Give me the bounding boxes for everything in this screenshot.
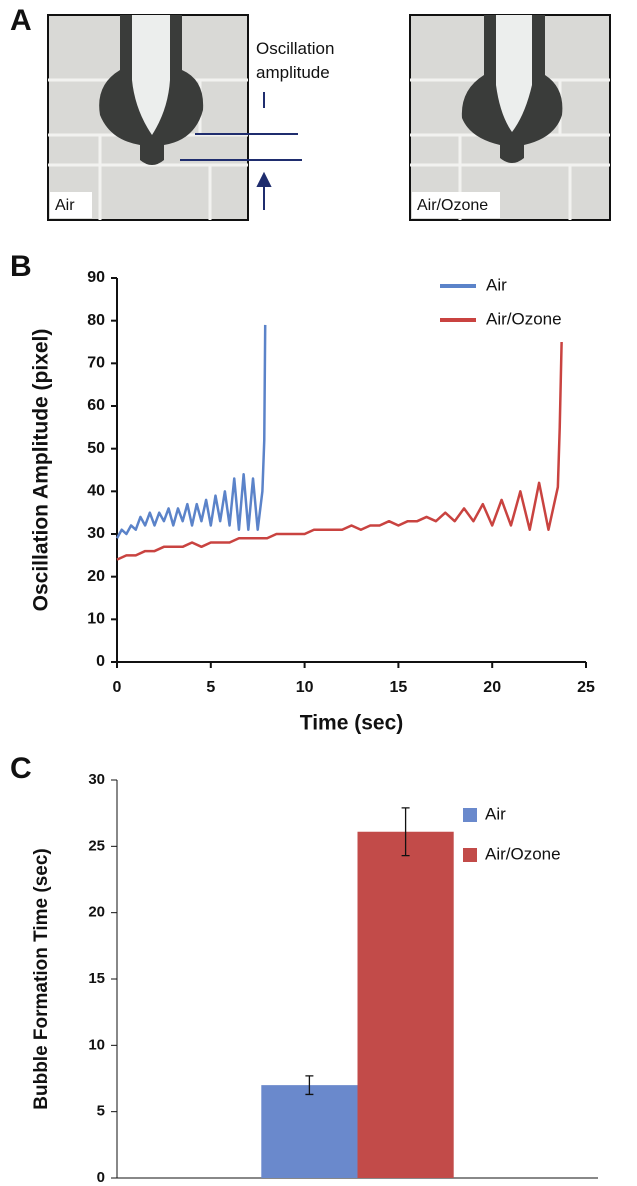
y-tick-label: 30 [87, 525, 105, 542]
panel-label: B [10, 250, 32, 283]
error-bar [305, 1075, 314, 1096]
micrograph [409, 14, 611, 221]
x-tick-label: 25 [577, 679, 595, 696]
panel-label: C [10, 752, 32, 785]
legend-label: Air [485, 804, 506, 823]
y-tick-label: 0 [97, 1169, 105, 1186]
y-tick-label: 20 [88, 904, 105, 921]
legend-swatch [463, 808, 477, 822]
legend-label: Air [486, 275, 507, 294]
panel-label: A [10, 4, 32, 37]
y-tick-label: 5 [97, 1103, 105, 1120]
x-tick-label: 10 [296, 679, 314, 696]
caption-bg [50, 192, 92, 218]
error-bar [401, 807, 410, 857]
line-series [115, 324, 267, 539]
y-axis-label: Bubble Formation Time (sec) [31, 848, 52, 1109]
legend-label: Air/Ozone [486, 309, 562, 328]
x-tick-label: 20 [483, 679, 501, 696]
line-series [116, 341, 563, 561]
y-tick-label: 10 [87, 611, 105, 628]
y-tick-label: 50 [87, 440, 105, 457]
annotation: Oscillation amplitude [256, 39, 335, 82]
x-tick-label: 5 [206, 679, 215, 696]
image-caption: Air [55, 197, 75, 214]
y-tick-label: 10 [88, 1036, 105, 1053]
x-tick-label: 15 [390, 679, 408, 696]
x-axis-label: Time (sec) [300, 712, 404, 735]
amplitude-marker [180, 92, 302, 210]
image-caption: Air/Ozone [417, 197, 488, 214]
caption-bg [412, 192, 500, 218]
x-tick-label: 0 [113, 679, 122, 696]
micrograph [47, 14, 249, 221]
y-tick-label: 20 [87, 568, 105, 585]
y-tick-label: 60 [87, 397, 105, 414]
y-axis-label: Oscillation Amplitude (pixel) [30, 329, 53, 612]
legend-swatch [463, 848, 477, 862]
y-tick-label: 40 [87, 483, 105, 500]
bar [357, 831, 454, 1178]
bar [261, 1085, 358, 1178]
y-tick-label: 70 [87, 355, 105, 372]
y-tick-label: 30 [88, 771, 105, 788]
y-tick-label: 25 [88, 837, 105, 854]
y-tick-label: 15 [88, 970, 105, 987]
y-tick-label: 0 [96, 653, 105, 670]
legend-label: Air/Ozone [485, 844, 561, 863]
y-tick-label: 80 [87, 312, 105, 329]
y-tick-label: 90 [87, 269, 105, 286]
